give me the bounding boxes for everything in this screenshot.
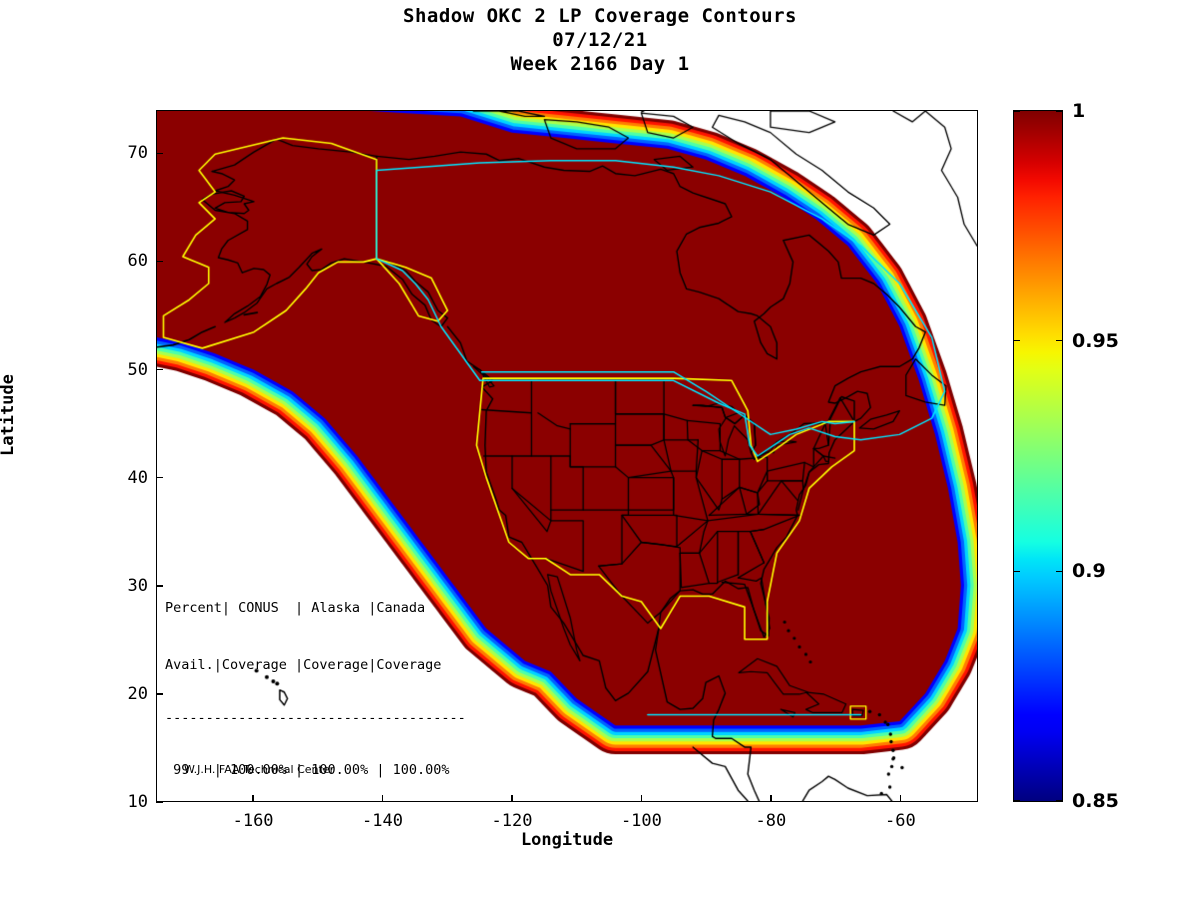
colorbar-tick-mark xyxy=(1013,570,1020,573)
y-tick-mark xyxy=(156,801,163,803)
colorbar-tick-label: 0.95 xyxy=(1072,329,1119,352)
x-tick-label: -80 xyxy=(755,811,787,831)
colorbar-tick-label: 0.9 xyxy=(1072,560,1106,583)
coverage-stats-table: Percent| CONUS | Alaska |Canada Avail.|C… xyxy=(165,561,466,801)
y-tick-mark xyxy=(156,693,163,695)
x-tick-mark xyxy=(381,795,384,802)
y-tick-mark xyxy=(156,260,163,263)
title-line-2: 07/12/21 xyxy=(552,29,648,51)
x-tick-label: -140 xyxy=(362,811,403,831)
chart-title-block: Shadow OKC 2 LP Coverage Contours 07/12/… xyxy=(0,4,1200,76)
y-tick-label: 10 xyxy=(127,792,148,812)
colorbar[interactable] xyxy=(1013,110,1063,802)
x-tick-label: -160 xyxy=(232,811,274,831)
stats-header-row-1: Percent| CONUS | Alaska |Canada xyxy=(165,600,426,616)
x-tick-label: -60 xyxy=(884,811,916,831)
y-tick-mark xyxy=(156,368,163,371)
x-tick-mark xyxy=(511,795,513,802)
x-tick-mark xyxy=(899,795,902,802)
y-tick-label: 30 xyxy=(127,575,148,596)
colorbar-tick-label: 1 xyxy=(1072,100,1086,122)
title-line-1: Shadow OKC 2 LP Coverage Contours xyxy=(403,5,797,27)
x-tick-mark xyxy=(252,795,254,802)
colorbar-tick-mark xyxy=(1013,339,1020,342)
colorbar-tick-label: 0.85 xyxy=(1072,790,1119,812)
y-tick-label: 50 xyxy=(127,359,148,380)
x-tick-label: -100 xyxy=(620,811,662,831)
title-line-3: Week 2166 Day 1 xyxy=(510,53,690,75)
x-tick-mark xyxy=(770,795,772,802)
colorbar-tick-mark xyxy=(1056,339,1063,342)
colorbar-tick-mark xyxy=(1013,800,1020,802)
colorbar-gradient xyxy=(1014,111,1062,801)
x-tick-label: -120 xyxy=(491,811,533,831)
stats-header-row-2: Avail.|Coverage |Coverage|Coverage xyxy=(165,657,442,673)
y-tick-label: 70 xyxy=(127,143,148,164)
x-axis-title: Longitude xyxy=(520,830,614,850)
colorbar-tick-mark xyxy=(1056,570,1063,573)
coverage-contour-map xyxy=(157,111,977,801)
colorbar-tick-mark xyxy=(1013,110,1020,112)
credit-line-1: W.J.H. FAA Technical Center xyxy=(184,763,335,776)
colorbar-tick-mark xyxy=(1056,800,1063,802)
y-axis-title: Latitude xyxy=(0,374,18,456)
stats-divider: ------------------------------------- xyxy=(165,710,466,726)
y-tick-label: 60 xyxy=(127,251,148,272)
x-tick-mark xyxy=(640,795,643,802)
y-tick-mark xyxy=(156,476,163,479)
y-tick-mark xyxy=(156,152,163,154)
colorbar-tick-mark xyxy=(1056,110,1063,112)
map-plot-area[interactable]: Percent| CONUS | Alaska |Canada Avail.|C… xyxy=(156,110,978,802)
y-tick-label: 40 xyxy=(127,467,148,488)
credit-block: W.J.H. FAA Technical Center WAAS Test Te… xyxy=(184,735,335,801)
y-tick-label: 20 xyxy=(127,683,148,704)
stats-row-99: 99 | 100.00% | 100.00% | 100.00% xyxy=(165,762,450,778)
y-tick-mark xyxy=(156,585,163,587)
